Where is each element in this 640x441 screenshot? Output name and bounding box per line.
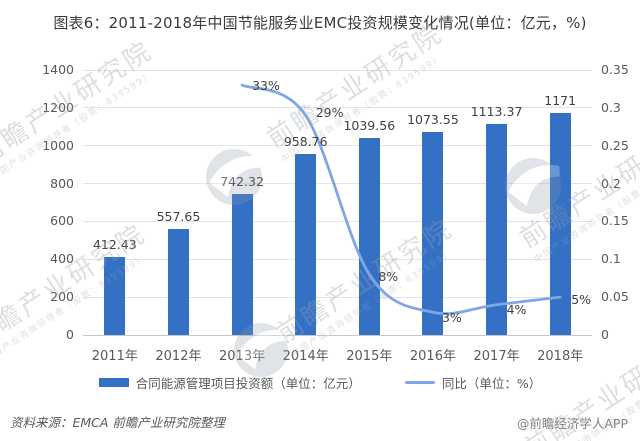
x-axis-tick-label: 2014年 (282, 349, 329, 364)
bar-value-label: 1171 (544, 93, 577, 109)
credit-note: @前瞻经济学人APP (516, 416, 628, 431)
bar-2015年 (358, 138, 380, 335)
line-value-label: 8% (378, 269, 399, 285)
grid-line (83, 334, 592, 336)
bar-value-label: 412.43 (92, 236, 137, 252)
bar-series-swatch-icon (98, 378, 129, 387)
right-axis-tick-label: 0.3 (601, 99, 621, 115)
x-axis-tick-label: 2018年 (537, 349, 584, 364)
right-axis-tick-label: 0.35 (601, 62, 629, 77)
line-value-label: 3% (441, 310, 462, 326)
legend-label-yoy: 同比（单位：%） (441, 376, 542, 391)
right-axis-tick-label: 0.25 (601, 137, 629, 153)
bar-2018年 (549, 113, 571, 335)
x-axis-tick-label: 2013年 (219, 349, 266, 364)
data-source-note: 资料来源：EMCA 前瞻产业研究院整理 (10, 415, 225, 430)
right-axis-tick-label: 0.15 (601, 213, 629, 229)
right-axis-tick-label: 0.1 (601, 251, 621, 267)
legend-item-yoy: 同比（单位：%） (404, 373, 542, 392)
line-series-swatch-icon (404, 381, 435, 384)
bar-value-label: 958.76 (283, 133, 328, 149)
bar-value-label: 557.65 (156, 209, 201, 225)
left-axis-tick-label: 400 (50, 251, 74, 267)
left-axis-tick-label: 200 (50, 289, 74, 305)
legend-item-investment: 合同能源管理项目投资额（单位：亿元） (98, 373, 361, 392)
x-axis-tick-label: 2017年 (473, 349, 520, 364)
left-axis-tick-label: 0 (66, 327, 74, 342)
left-axis-tick-label: 600 (50, 213, 74, 229)
x-axis-tick-label: 2011年 (91, 349, 138, 364)
bar-2013年 (231, 194, 253, 335)
grid-line (83, 296, 592, 298)
right-axis-tick-label: 0 (601, 327, 609, 342)
left-axis-tick-label: 1000 (42, 137, 74, 153)
right-axis-tick-label: 0.2 (601, 175, 621, 191)
x-axis-tick-label: 2015年 (346, 349, 393, 364)
left-axis-tick-label: 1400 (42, 62, 74, 77)
grid-line (83, 107, 592, 109)
bar-value-label: 1073.55 (407, 111, 459, 127)
x-axis-tick-label: 2012年 (155, 349, 202, 364)
left-axis-tick-label: 1200 (42, 99, 74, 115)
line-value-label: 5% (571, 292, 592, 308)
line-value-label: 29% (315, 105, 344, 121)
bar-value-label: 742.32 (220, 174, 264, 190)
legend-label-investment: 合同能源管理项目投资额（单位：亿元） (135, 376, 361, 391)
grid-line (83, 145, 592, 147)
bar-2014年 (295, 153, 317, 335)
bar-2012年 (167, 229, 189, 335)
bar-2016年 (422, 131, 444, 335)
bar-value-label: 1039.56 (343, 118, 396, 134)
line-value-label: 33% (252, 78, 280, 94)
x-axis-tick-label: 2016年 (409, 349, 456, 364)
grid-line (83, 183, 592, 185)
legend: 合同能源管理项目投资额（单位：亿元） 同比（单位：%） (0, 373, 640, 392)
bar-2017年 (486, 124, 508, 335)
line-value-label: 4% (506, 301, 527, 317)
left-axis-tick-label: 800 (50, 175, 74, 191)
bar-2011年 (104, 256, 126, 335)
bar-value-label: 1113.37 (470, 104, 523, 120)
trend-line (240, 83, 562, 316)
grid-line (83, 258, 592, 260)
chart-title: 图表6：2011-2018年中国节能服务业EMC投资规模变化情况(单位：亿元，%… (53, 14, 587, 32)
grid-line (83, 220, 592, 222)
grid-line (83, 69, 592, 71)
right-axis-tick-label: 0.05 (601, 289, 629, 305)
